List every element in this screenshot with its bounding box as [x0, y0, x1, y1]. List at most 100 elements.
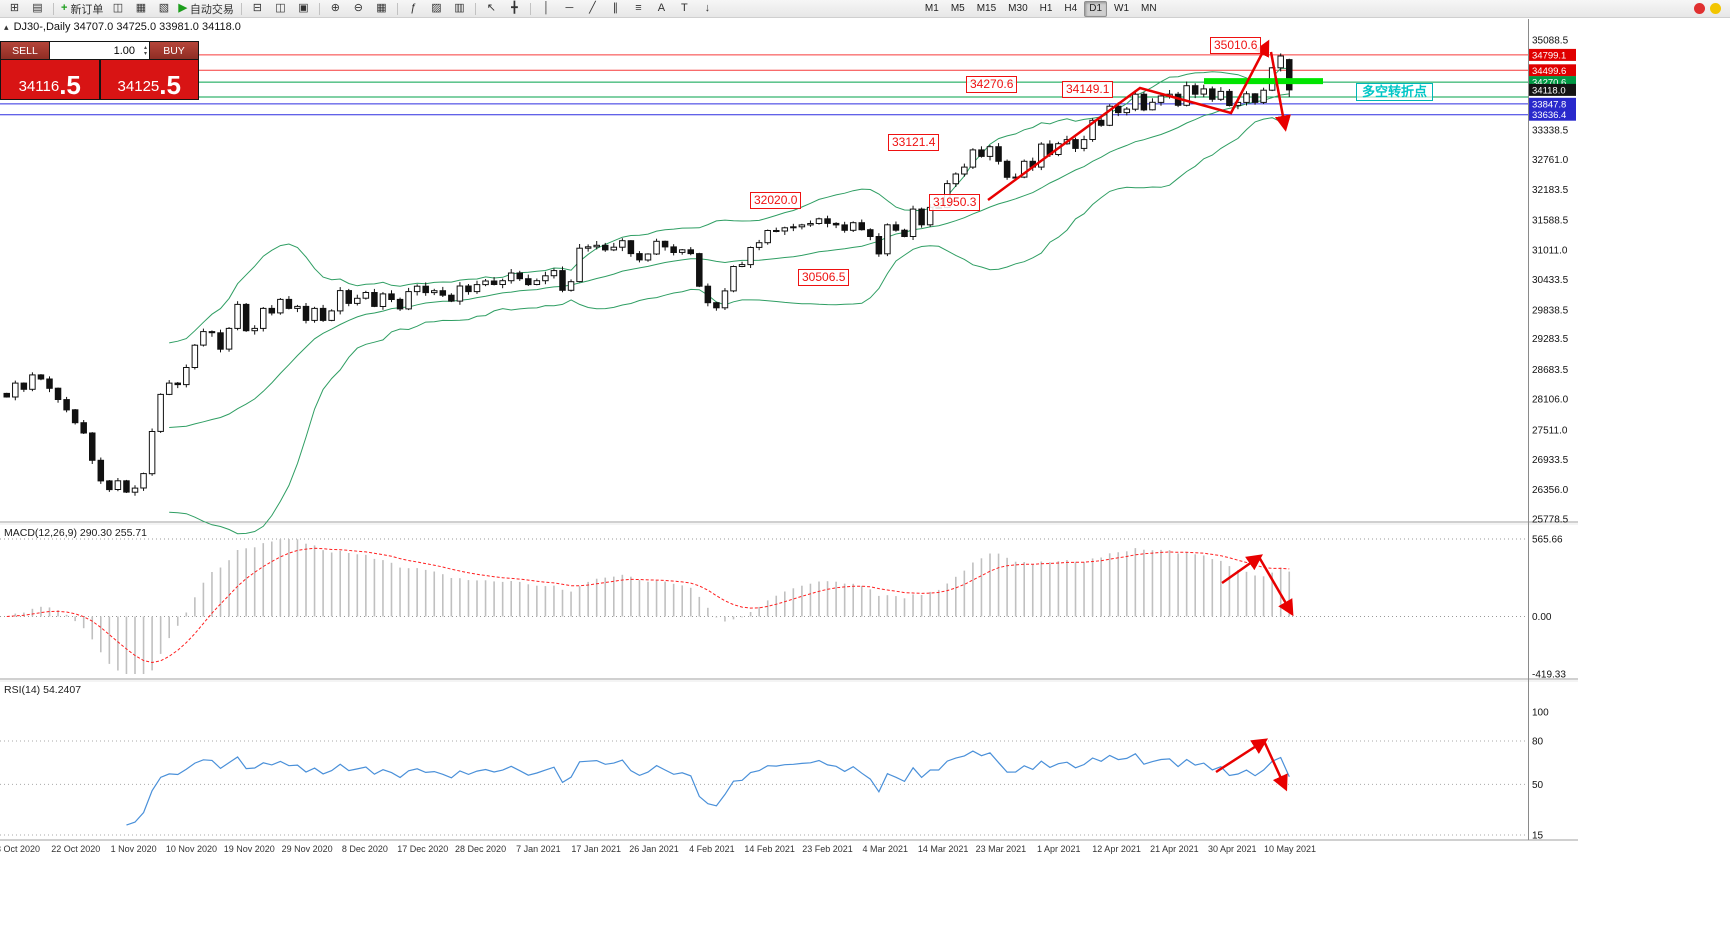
price-axis-label: 25778.5 [1532, 514, 1569, 525]
price-annotation[interactable]: 33121.4 [888, 134, 940, 151]
new-order-button[interactable]: + 新订单 [59, 1, 105, 16]
sell-price[interactable]: 34116 .5 [1, 60, 99, 99]
text-icon[interactable]: A [651, 1, 672, 16]
volume-value: 1.00 [113, 44, 135, 57]
cursor-icon[interactable]: ↖ [481, 1, 502, 16]
price-axis-label: 26356.0 [1532, 485, 1569, 496]
price-annotation[interactable]: 30506.5 [798, 269, 850, 286]
price-annotation[interactable]: 32020.0 [750, 192, 802, 209]
trend-arrow[interactable] [1215, 738, 1269, 774]
horizontal-line-icon: ─ [565, 2, 574, 14]
data-window-icon[interactable]: ▦ [130, 1, 151, 16]
price-badge [1529, 48, 1576, 61]
trend-arrow[interactable] [1221, 554, 1263, 585]
price-annotation[interactable]: 35010.6 [1210, 37, 1262, 54]
price-badge-label: 33847.8 [1532, 99, 1566, 110]
chart-title: ▴ DJ30-,Daily 34707.0 34725.0 33981.0 34… [4, 21, 241, 33]
templates-icon: ▨ [431, 2, 442, 14]
navigator-icon: ▧ [158, 2, 170, 14]
price-axis-label: 26933.5 [1532, 455, 1569, 466]
toolbar-right-icons [1694, 3, 1727, 14]
tile-windows-icon: ◫ [275, 2, 286, 14]
crosshair-icon[interactable]: ╋ [504, 1, 525, 16]
arrows-icon: ↓ [704, 2, 711, 14]
grid-icon[interactable]: ▦ [371, 1, 392, 16]
price-annotation[interactable]: 34149.1 [1062, 81, 1114, 98]
zoom-out-icon[interactable]: ⊖ [348, 1, 369, 16]
volume-up-icon[interactable]: ▴ [143, 44, 147, 51]
crosshair-icon: ╋ [511, 2, 518, 14]
trend-arrow[interactable] [987, 39, 1270, 202]
timeframe-m15[interactable]: M15 [976, 3, 997, 14]
indicators-icon[interactable]: ƒ [403, 1, 424, 16]
price-badge-label: 34270.6 [1532, 78, 1566, 89]
horizontal-line-icon[interactable]: ─ [559, 1, 580, 16]
timeframe-h4[interactable]: H4 [1064, 3, 1078, 14]
new-order-label: 新订单 [70, 3, 104, 16]
time-axis-label: 26 Jan 2021 [629, 844, 679, 854]
price-axis-label: 35088.5 [1532, 36, 1569, 47]
price-badge [1529, 64, 1576, 77]
alert-red-icon[interactable] [1694, 3, 1705, 14]
timeframe-h1[interactable]: H1 [1039, 3, 1053, 14]
zoom-in-icon: ⊕ [330, 2, 341, 14]
timeframe-w1[interactable]: W1 [1114, 3, 1130, 14]
buy-price-main: 34125 [117, 78, 160, 95]
new-chart-icon[interactable]: ⊞ [4, 1, 25, 16]
trendline-icon[interactable]: ╱ [582, 1, 603, 16]
buy-price[interactable]: 34125 .5 [100, 60, 198, 99]
price-badge [1529, 108, 1576, 121]
chart-types-icon[interactable]: ▥ [449, 1, 470, 16]
time-axis-label: 1 Nov 2020 [111, 844, 157, 854]
vertical-line-icon[interactable]: │ [536, 1, 557, 16]
time-axis-label: 21 Apr 2021 [1150, 844, 1199, 854]
timeframe-m5[interactable]: M5 [950, 3, 965, 14]
zoom-in-icon[interactable]: ⊕ [325, 1, 346, 16]
chart-ohlc: 34707.0 34725.0 33981.0 34118.0 [73, 21, 241, 33]
trendline-icon: ╱ [589, 2, 596, 14]
arrange-windows-icon[interactable]: ▣ [293, 1, 314, 16]
time-axis-label: 7 Jan 2021 [516, 844, 561, 854]
navigator-icon[interactable]: ▧ [153, 1, 174, 16]
profiles-icon: ▤ [32, 2, 43, 14]
sell-button[interactable]: SELL [1, 42, 49, 59]
volume-input[interactable]: 1.00 ▴ ▾ [50, 42, 149, 59]
alert-yellow-icon[interactable] [1710, 3, 1721, 14]
time-axis-label: 14 Mar 2021 [918, 844, 969, 854]
rsi-label: RSI(14) 54.2407 [4, 684, 82, 696]
price-axis-label: 27511.0 [1532, 425, 1568, 436]
time-axis-label: 10 Nov 2020 [166, 844, 217, 854]
price-badge-label: 34799.1 [1532, 50, 1566, 61]
arrows-icon[interactable]: ↓ [697, 1, 718, 16]
text-label-icon[interactable]: T [674, 1, 695, 16]
auto-trading-button[interactable]: ▶ 自动交易 [176, 1, 235, 16]
timeframe-mn[interactable]: MN [1141, 3, 1157, 14]
price-annotation[interactable]: 34270.6 [966, 76, 1018, 93]
timeframe-d1[interactable]: D1 [1084, 0, 1108, 17]
timeframe-m30[interactable]: M30 [1008, 3, 1028, 14]
data-window-icon: ▦ [135, 2, 147, 14]
market-watch-icon[interactable]: ◫ [107, 1, 128, 16]
vertical-line-icon: │ [542, 2, 550, 14]
volume-down-icon[interactable]: ▾ [143, 50, 147, 57]
price-axis-label: 33338.5 [1532, 126, 1569, 137]
price-badge [1529, 97, 1576, 110]
cascade-windows-icon[interactable]: ⊟ [247, 1, 268, 16]
buy-button[interactable]: BUY [150, 42, 198, 59]
trend-arrow[interactable] [1269, 51, 1291, 132]
templates-icon[interactable]: ▨ [426, 1, 447, 16]
fibonacci-icon[interactable]: ≡ [628, 1, 649, 16]
trend-arrow[interactable] [1262, 740, 1288, 792]
price-annotation[interactable]: 31950.3 [929, 194, 981, 211]
macd-label: MACD(12,26,9) 290.30 255.71 [4, 527, 148, 539]
trend-arrow[interactable] [1257, 556, 1294, 617]
rsi-line [126, 750, 1290, 826]
profiles-icon[interactable]: ▤ [27, 1, 48, 16]
tile-windows-icon[interactable]: ◫ [270, 1, 291, 16]
rsi-axis-label: 100 [1532, 708, 1549, 719]
time-axis-label: 8 Dec 2020 [342, 844, 388, 854]
note-label[interactable]: 多空转折点 [1356, 83, 1434, 101]
timeframe-m1[interactable]: M1 [924, 3, 939, 14]
channel-icon[interactable]: ∥ [605, 1, 626, 16]
